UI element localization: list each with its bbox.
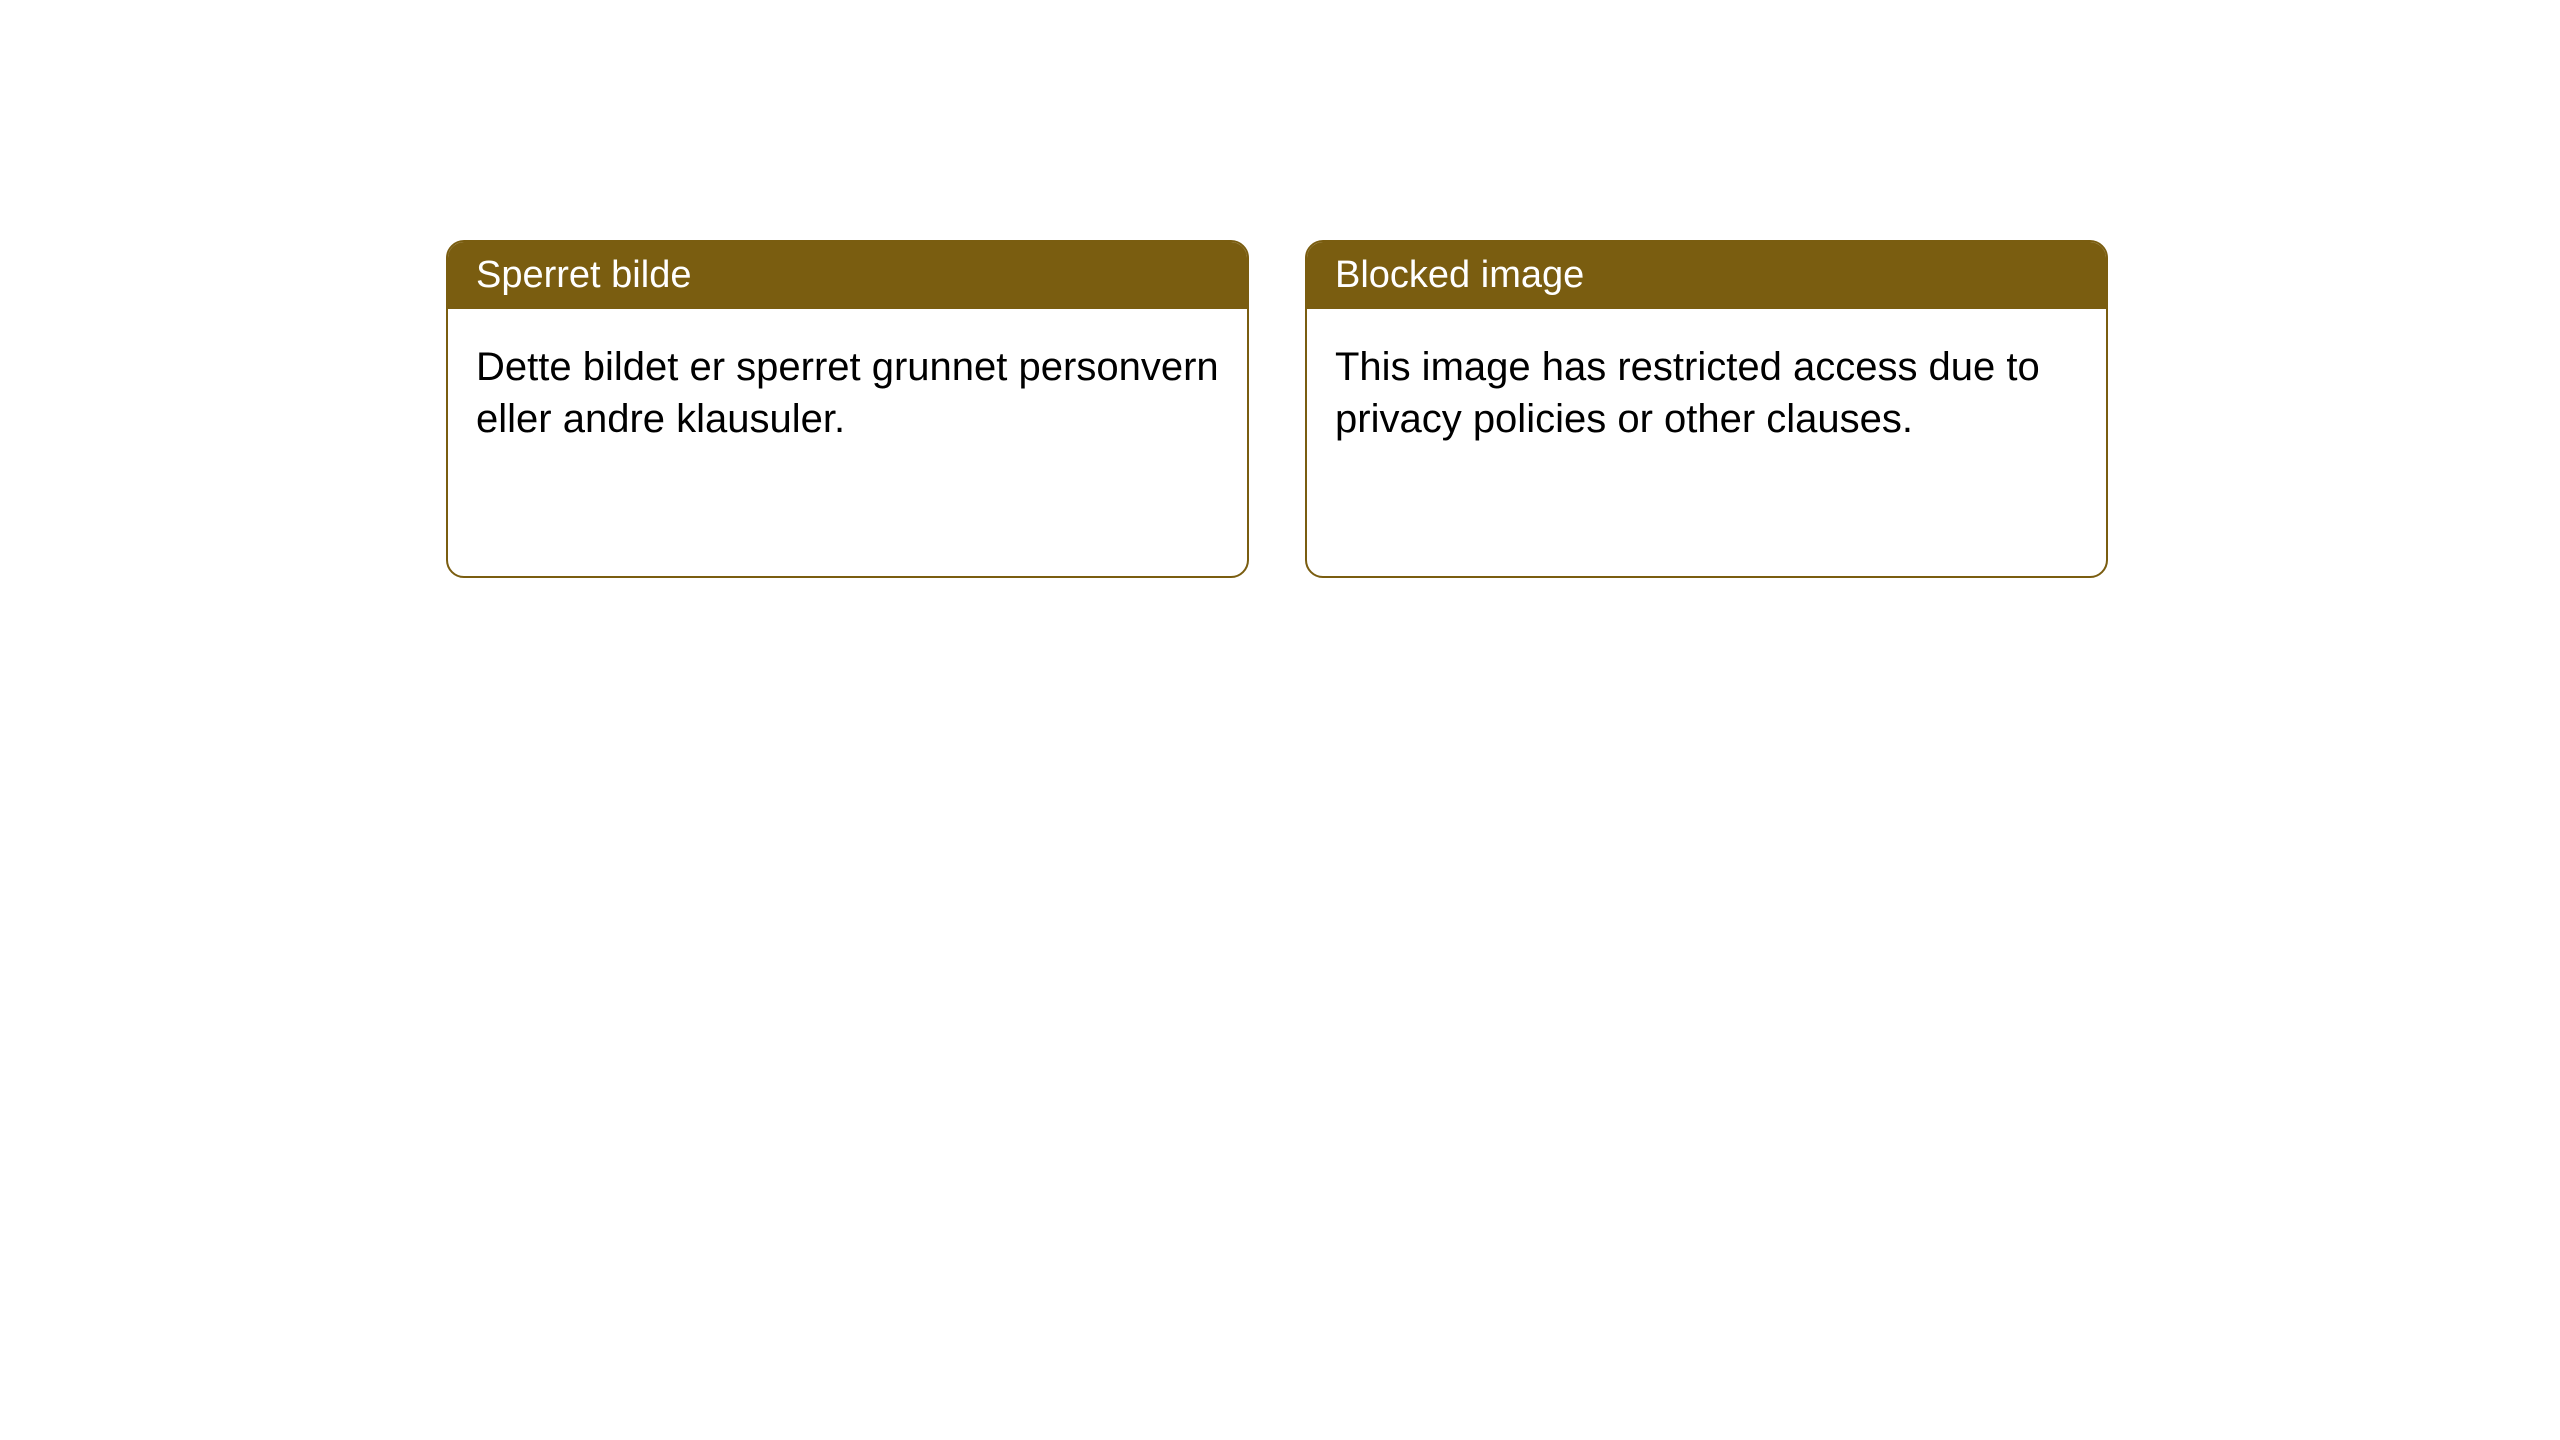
notice-title: Sperret bilde — [448, 242, 1247, 309]
notice-title: Blocked image — [1307, 242, 2106, 309]
notice-container: Sperret bilde Dette bildet er sperret gr… — [0, 0, 2560, 578]
notice-card-norwegian: Sperret bilde Dette bildet er sperret gr… — [446, 240, 1249, 578]
notice-body: This image has restricted access due to … — [1307, 309, 2106, 477]
notice-card-english: Blocked image This image has restricted … — [1305, 240, 2108, 578]
notice-body: Dette bildet er sperret grunnet personve… — [448, 309, 1247, 477]
